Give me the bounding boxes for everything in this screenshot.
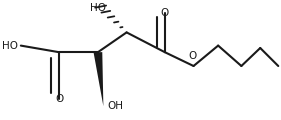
Text: HO: HO bbox=[90, 3, 106, 13]
Text: HO: HO bbox=[2, 41, 18, 51]
Text: O: O bbox=[55, 94, 63, 104]
Text: OH: OH bbox=[107, 101, 123, 111]
Polygon shape bbox=[94, 52, 103, 106]
Text: O: O bbox=[188, 51, 196, 61]
Text: O: O bbox=[161, 8, 169, 18]
